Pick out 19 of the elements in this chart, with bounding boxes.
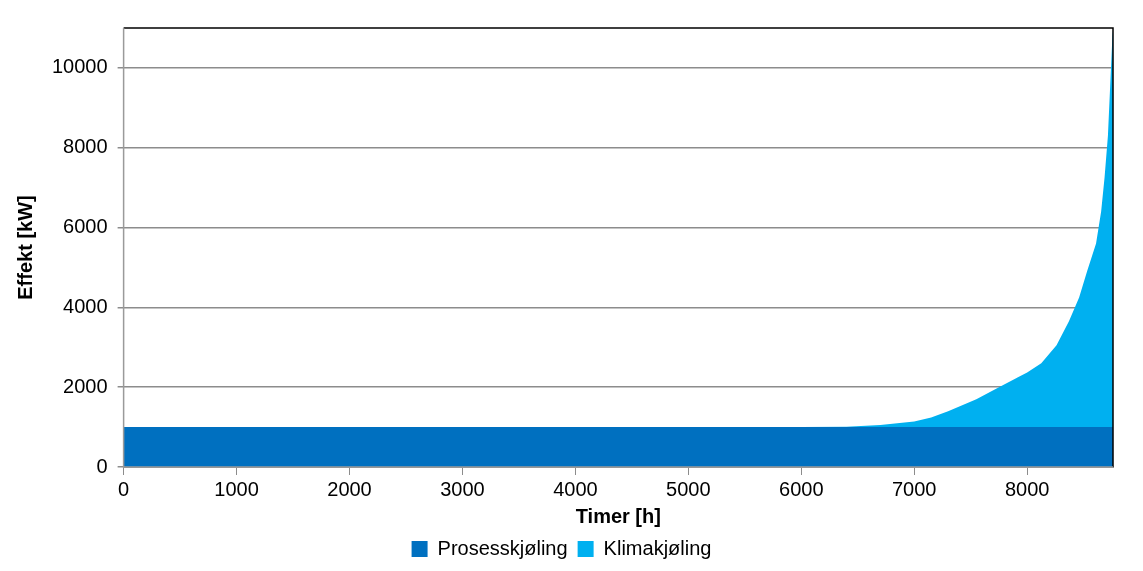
x-tick-label: 4000 — [553, 477, 598, 500]
x-tick-label: 2000 — [327, 477, 372, 500]
x-axis-title: Timer [h] — [575, 504, 661, 527]
y-tick-label: 8000 — [63, 135, 108, 158]
x-tick-label: 7000 — [891, 477, 937, 500]
y-tick-label: 2000 — [63, 374, 108, 397]
x-tick-label: 8000 — [1004, 477, 1050, 500]
y-tick-label: 0 — [96, 454, 108, 477]
x-tick-label: 0 — [118, 477, 130, 500]
y-tick-label: 6000 — [63, 215, 108, 238]
legend-label: Klimakjøling — [603, 536, 712, 559]
y-tick-label: 10000 — [51, 55, 108, 78]
y-axis-title: Effekt [kW] — [13, 195, 36, 300]
x-tick-label: 3000 — [440, 477, 485, 500]
legend-label: Prosesskjøling — [437, 536, 568, 559]
x-tick-label: 6000 — [779, 477, 824, 500]
x-tick-label: 5000 — [666, 477, 711, 500]
x-tick-label: 1000 — [214, 477, 259, 500]
y-tick-label: 4000 — [63, 294, 108, 317]
